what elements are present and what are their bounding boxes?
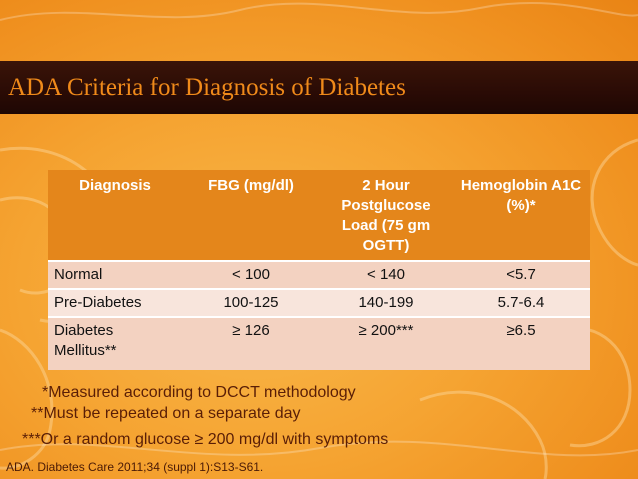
cell-a1c: 5.7-6.4 bbox=[452, 288, 590, 317]
footnote-random-glucose: ***Or a random glucose ≥ 200 mg/dl with … bbox=[22, 431, 389, 448]
slide-title: ADA Criteria for Diagnosis of Diabetes bbox=[8, 74, 406, 101]
header-fbg: FBG (mg/dl) bbox=[182, 170, 320, 261]
cell-fbg: 100-125 bbox=[182, 288, 320, 317]
cell-a1c: <5.7 bbox=[452, 260, 590, 289]
header-a1c: Hemoglobin A1C (%)* bbox=[452, 170, 590, 261]
footnote-repeated: **Must be repeated on a separate day bbox=[31, 405, 301, 422]
table-row: Pre-Diabetes 100-125 140-199 5.7-6.4 bbox=[48, 288, 590, 317]
table-row: Diabetes Mellitus** ≥ 126 ≥ 200*** ≥6.5 bbox=[48, 316, 590, 370]
diagnosis-criteria-table: Diagnosis FBG (mg/dl) 2 Hour Postglucose… bbox=[48, 170, 590, 370]
cell-diagnosis: Normal bbox=[48, 260, 182, 289]
title-bar: ADA Criteria for Diagnosis of Diabetes bbox=[0, 61, 638, 114]
cell-ogtt: ≥ 200*** bbox=[320, 316, 452, 370]
header-ogtt: 2 Hour Postglucose Load (75 gm OGTT) bbox=[320, 170, 452, 261]
cell-ogtt: 140-199 bbox=[320, 288, 452, 317]
footnote-measured: *Measured according to DCCT methodology bbox=[42, 384, 356, 401]
citation: ADA. Diabetes Care 2011;34 (suppl 1):S13… bbox=[6, 460, 264, 474]
table-row: Normal < 100 < 140 <5.7 bbox=[48, 260, 590, 289]
cell-fbg: < 100 bbox=[182, 260, 320, 289]
table-header-row: Diagnosis FBG (mg/dl) 2 Hour Postglucose… bbox=[48, 170, 590, 261]
header-diagnosis: Diagnosis bbox=[48, 170, 182, 261]
cell-fbg: ≥ 126 bbox=[182, 316, 320, 370]
cell-a1c: ≥6.5 bbox=[452, 316, 590, 370]
cell-diagnosis: Diabetes Mellitus** bbox=[48, 316, 182, 370]
cell-ogtt: < 140 bbox=[320, 260, 452, 289]
cell-diagnosis: Pre-Diabetes bbox=[48, 288, 182, 317]
